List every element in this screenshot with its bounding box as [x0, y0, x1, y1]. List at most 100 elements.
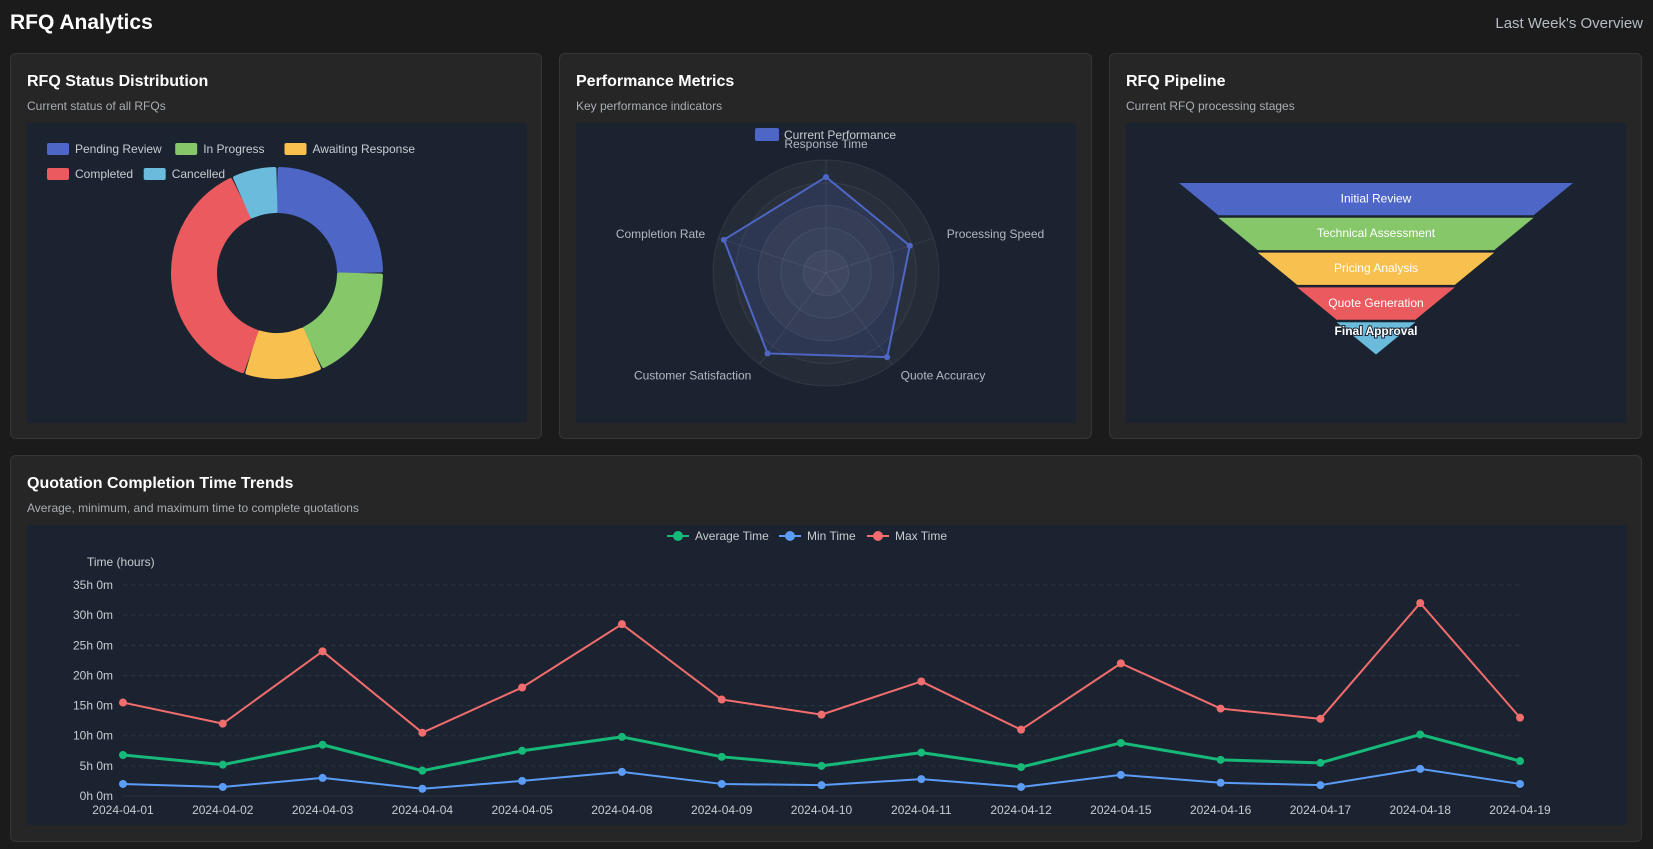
- radar-axis: [825, 237, 934, 274]
- data-point-average-time: [1416, 730, 1425, 739]
- radar-point-response-time: [823, 173, 829, 180]
- radar-label-customer-satisfaction: Customer Satisfaction: [634, 369, 751, 383]
- donut-slice-cancelled: [233, 167, 278, 219]
- data-point-max-time: [917, 677, 926, 686]
- x-tick-label: 2024-04-08: [591, 803, 653, 817]
- x-tick-label: 2024-04-11: [891, 803, 952, 817]
- donut-slice-pending-review: [276, 167, 383, 274]
- legend-label-max-time: Max Time: [895, 529, 947, 543]
- funnel-stage-initial-review: [1179, 183, 1573, 216]
- funnel-label-quote-generation: Quote Generation: [1328, 296, 1423, 310]
- card-subtitle: Key performance indicators: [576, 99, 723, 113]
- status-card: RFQ Status Distribution Current status o…: [10, 53, 542, 439]
- data-point-max-time: [218, 719, 227, 728]
- x-tick-label: 2024-04-12: [990, 803, 1052, 817]
- data-point-min-time: [817, 781, 826, 790]
- legend-label-completed: Completed: [75, 167, 133, 181]
- legend-swatch: [284, 143, 307, 155]
- radar-ring: [757, 204, 895, 342]
- data-point-min-time: [518, 776, 527, 785]
- data-point-min-time: [418, 784, 427, 793]
- radar-label-quote-accuracy: Quote Accuracy: [901, 369, 986, 383]
- legend-label-min-time: Min Time: [807, 529, 856, 543]
- legend-swatch: [47, 168, 69, 180]
- pipeline-funnel-chart: Initial Review Technical Assessment Pricin…: [1179, 183, 1573, 355]
- legend-label-average-time: Average Time: [695, 529, 769, 543]
- data-point-max-time: [717, 695, 726, 704]
- card-subtitle: Current status of all RFQs: [27, 99, 166, 113]
- data-point-min-time: [318, 773, 327, 782]
- radar-ring: [802, 249, 850, 297]
- data-point-average-time: [318, 740, 327, 749]
- data-point-max-time: [817, 710, 826, 719]
- performance-card: Performance Metrics Key performance indi…: [559, 53, 1092, 439]
- x-tick-label: 2024-04-16: [1190, 803, 1252, 817]
- data-point-average-time: [817, 761, 826, 770]
- radar-point-customer-satisfaction: [764, 350, 771, 357]
- legend-label-awaiting-response: Awaiting Response: [313, 142, 416, 156]
- data-point-min-time: [1516, 779, 1524, 788]
- data-point-min-time: [1116, 770, 1125, 779]
- period-label: Last Week's Overview: [1495, 15, 1643, 32]
- radar-point-processing-speed: [906, 242, 913, 249]
- radar-axis: [718, 237, 827, 274]
- data-point-max-time: [518, 683, 527, 692]
- trends-chart-area: Average Time Min Time Max Time Time (hours)…: [27, 525, 1627, 825]
- x-tick-label: 2024-04-01: [92, 803, 154, 817]
- y-tick-label: 0h 0m: [80, 789, 113, 803]
- status-donut-chart: Pending Review In Progress Awaiting Respon…: [47, 142, 416, 379]
- legend-swatch: [47, 143, 69, 155]
- radar-ring: [780, 227, 872, 319]
- funnel-stage-pricing-analysis: [1257, 252, 1495, 285]
- legend-swatch: [175, 143, 198, 155]
- legend-label-current-performance: Current Performance: [784, 128, 896, 142]
- data-point-max-time: [119, 698, 127, 707]
- donut-slice-awaiting-response: [245, 327, 321, 379]
- funnel-stage-quote-generation: [1297, 287, 1455, 320]
- x-tick-label: 2024-04-03: [292, 803, 354, 817]
- card-subtitle: Average, minimum, and maximum time to co…: [27, 501, 359, 515]
- legend-marker: [873, 531, 883, 541]
- card-title: RFQ Pipeline: [1126, 73, 1226, 90]
- data-point-min-time: [1316, 781, 1325, 790]
- card-title: RFQ Status Distribution: [27, 73, 209, 90]
- pipeline-card: RFQ Pipeline Current RFQ processing stag…: [1109, 53, 1642, 439]
- data-point-average-time: [717, 752, 726, 761]
- x-tick-label: 2024-04-05: [491, 803, 553, 817]
- x-tick-label: 2024-04-02: [192, 803, 254, 817]
- data-point-average-time: [418, 766, 427, 775]
- y-axis-title: Time (hours): [87, 555, 155, 569]
- pipeline-chart-area: Initial Review Technical Assessment Pricin…: [1126, 123, 1626, 423]
- y-tick-label: 30h 0m: [73, 608, 113, 622]
- data-point-min-time: [1216, 778, 1225, 787]
- data-point-max-time: [1017, 725, 1026, 734]
- radar-point-quote-accuracy: [884, 354, 891, 361]
- data-point-min-time: [717, 779, 726, 788]
- radar-axis: [825, 272, 893, 365]
- data-point-max-time: [418, 728, 427, 737]
- data-point-min-time: [1017, 782, 1026, 791]
- data-point-average-time: [917, 748, 926, 757]
- performance-chart-area: Current Performance Response Time Processi…: [576, 123, 1076, 423]
- radar-label-completion-rate: Completion Rate: [616, 227, 706, 241]
- data-point-average-time: [119, 751, 127, 760]
- radar-label-processing-speed: Processing Speed: [947, 227, 1044, 241]
- y-tick-label: 5h 0m: [80, 759, 113, 773]
- trends-line-chart: Average Time Min Time Max Time Time (hours)…: [73, 529, 1551, 817]
- radar-point-completion-rate: [720, 236, 727, 243]
- funnel-label-final-approval: Final Approval: [1335, 324, 1418, 338]
- data-point-average-time: [1516, 757, 1524, 766]
- data-point-average-time: [1216, 755, 1225, 764]
- legend-label-cancelled: Cancelled: [172, 167, 225, 181]
- data-point-average-time: [218, 760, 227, 769]
- funnel-label-pricing-analysis: Pricing Analysis: [1334, 261, 1418, 275]
- data-point-average-time: [518, 746, 527, 755]
- data-point-min-time: [917, 775, 926, 784]
- data-point-max-time: [1416, 599, 1425, 608]
- data-point-max-time: [617, 620, 626, 629]
- legend-marker: [673, 531, 683, 541]
- x-tick-label: 2024-04-17: [1290, 803, 1352, 817]
- funnel-stage-final-approval: [1336, 322, 1416, 355]
- radar-axis: [759, 272, 827, 365]
